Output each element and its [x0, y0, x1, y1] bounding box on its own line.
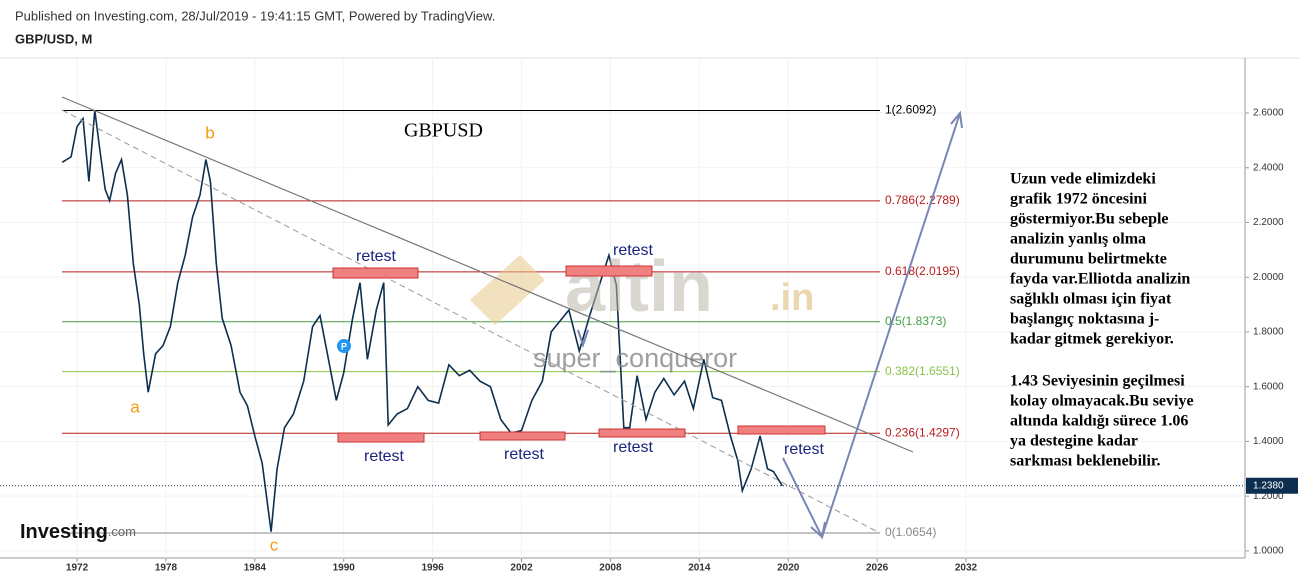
y-tick-label: 1.4000: [1253, 436, 1284, 447]
note-line: fayda var.Elliotda analizin: [1010, 271, 1190, 288]
last-price-label: 1.2380: [1253, 480, 1284, 491]
symbol: GBP/USD, M: [15, 31, 92, 46]
note-line: 1.43 Seviyesinin geçilmesi: [1010, 373, 1185, 390]
dashed-trendline: [61, 109, 881, 534]
retest-label: retest: [613, 242, 654, 259]
watermark-logo: [470, 255, 545, 325]
y-tick-label: 1.2000: [1253, 491, 1284, 502]
x-tick-label: 2002: [510, 563, 533, 574]
watermark-user: super_conqueror: [533, 343, 737, 373]
wave-label: c: [270, 535, 279, 554]
wave-label: b: [205, 123, 214, 142]
x-tick-label: 2032: [955, 563, 978, 574]
retest-zone: [337, 432, 425, 443]
fib-label: 0.382(1.6551): [885, 364, 960, 378]
note-line: ya destegine kadar: [1010, 433, 1138, 450]
watermark-brand: altin: [565, 247, 713, 327]
retest-zone: [332, 267, 419, 279]
watermark-suffix: .in: [770, 277, 814, 319]
y-tick-label: 2.6000: [1253, 108, 1284, 119]
arrowhead: [810, 521, 826, 539]
x-tick-label: 2014: [688, 563, 711, 574]
note-line: grafik 1972 öncesini: [1010, 191, 1147, 208]
note-line: kolay olmayacak.Bu seviye: [1010, 393, 1194, 410]
logo: Investing.com: [20, 521, 136, 543]
y-tick-label: 2.2000: [1253, 217, 1284, 228]
fib-label: 0.5(1.8373): [885, 314, 946, 328]
retest-label: retest: [504, 446, 545, 463]
fib-label: 0.618(2.0195): [885, 264, 960, 278]
note-line: başlangıç noktasına j-: [1010, 311, 1159, 328]
watermark: altin .in: [470, 247, 814, 327]
last-price-box: [1246, 477, 1298, 494]
note-line: göstermiyor.Bu sebeple: [1010, 211, 1169, 228]
arrowhead: [950, 110, 963, 129]
plot: 1.0000 1.2000 1.4000 1.6000 1.8000 2.0000 2.20…: [0, 58, 1298, 574]
x-tick-label: 1996: [422, 563, 445, 574]
x-tick-label: 1990: [333, 563, 356, 574]
note-line: Uzun vede elimizdeki: [1010, 171, 1156, 188]
note-line: sağlıklı olması için fiyat: [1010, 291, 1172, 308]
price-line: [61, 110, 783, 532]
fib-label: 1(2.6092): [885, 103, 936, 117]
y-tick-label: 1.0000: [1253, 546, 1284, 557]
y-tick-label: 2.0000: [1253, 272, 1284, 283]
retest-zone: [737, 425, 826, 435]
logo-name: Investing: [20, 521, 108, 543]
fib-label: 0.236(1.4297): [885, 425, 960, 439]
chart-title: GBPUSD: [404, 120, 483, 142]
x-tick-label: 1984: [244, 563, 267, 574]
published-note: Published on Investing.com, 28/Jul/2019 …: [15, 8, 495, 23]
arrowhead: [577, 329, 589, 349]
retest-zone: [479, 431, 566, 441]
logo-suffix: .com: [108, 524, 136, 539]
note-line: altında kaldığı sürece 1.06: [1010, 413, 1188, 430]
note-line: sarkması beklenebilir.: [1010, 453, 1161, 470]
trendline: [61, 96, 914, 453]
retest-zone: [565, 265, 653, 277]
wave-label: a: [130, 397, 140, 416]
x-tick-label: 2020: [777, 563, 800, 574]
fib-label: 0.786(2.2789): [885, 193, 960, 207]
x-tick-label: 1978: [155, 563, 178, 574]
marker-label: P: [341, 341, 347, 351]
x-tick-label: 2008: [599, 563, 622, 574]
x-tick-label: 2026: [866, 563, 889, 574]
retest-label: retest: [784, 441, 825, 458]
y-tick-label: 1.8000: [1253, 327, 1284, 338]
retest-label: retest: [613, 439, 654, 456]
y-tick-label: 1.6000: [1253, 381, 1284, 392]
note-line: kadar gitmek gerekiyor.: [1010, 331, 1174, 348]
retest-label: retest: [364, 448, 405, 465]
note: Uzun vede elimizdeki grafik 1972 öncesini…: [1010, 171, 1194, 470]
retest-label: retest: [356, 248, 397, 265]
marker: [337, 339, 351, 353]
note-line: analizin yanlış olma: [1010, 231, 1146, 248]
note-line: durumunu belirtmekte: [1010, 251, 1167, 268]
fib-label: 0(1.0654): [885, 525, 936, 539]
x-tick-label: 1972: [66, 563, 89, 574]
y-tick-label: 2.4000: [1253, 162, 1284, 173]
retest-zone: [598, 428, 686, 438]
